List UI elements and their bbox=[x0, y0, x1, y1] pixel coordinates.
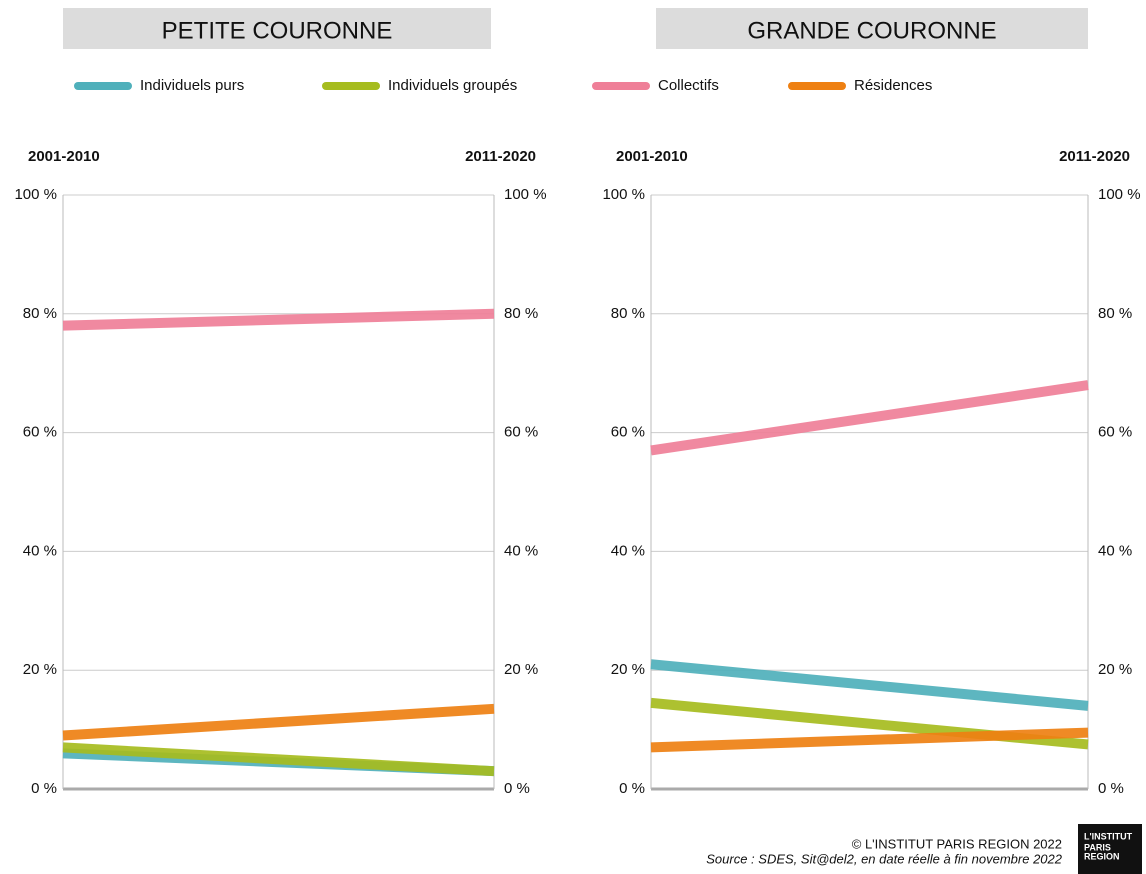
series-line bbox=[62, 703, 495, 741]
y-tick-label: 0 % bbox=[31, 780, 57, 797]
y-tick-label: 100 % bbox=[602, 186, 645, 203]
legend-label: Collectifs bbox=[658, 77, 719, 94]
logo bbox=[1078, 824, 1142, 874]
chart-title: GRANDE COURONNE bbox=[747, 17, 996, 44]
y-tick-label: 0 % bbox=[619, 780, 645, 797]
y-tick-label: 80 % bbox=[611, 305, 645, 322]
legend-label: Résidences bbox=[854, 77, 932, 94]
y-tick-label: 20 % bbox=[23, 661, 57, 678]
series-line bbox=[62, 308, 495, 331]
y2-tick-label: 80 % bbox=[1098, 305, 1132, 322]
y2-tick-label: 100 % bbox=[1098, 186, 1141, 203]
y2-tick-label: 60 % bbox=[1098, 424, 1132, 441]
y2-tick-label: 80 % bbox=[504, 305, 538, 322]
y-tick-label: 100 % bbox=[14, 186, 57, 203]
y-tick-label: 20 % bbox=[611, 661, 645, 678]
copyright: © L'INSTITUT PARIS REGION 2022 bbox=[852, 836, 1062, 851]
source: Source : SDES, Sit@del2, en date réelle … bbox=[706, 851, 1063, 866]
y2-tick-label: 40 % bbox=[504, 542, 538, 559]
category-label: 2001-2010 bbox=[616, 148, 688, 165]
legend-label: Individuels groupés bbox=[388, 77, 517, 94]
series-line bbox=[650, 727, 1089, 753]
category-label: 2011-2020 bbox=[465, 148, 536, 165]
legend-label: Individuels purs bbox=[140, 77, 244, 94]
logo-text: PARIS bbox=[1084, 842, 1111, 852]
logo-text: REGION bbox=[1084, 851, 1120, 861]
series-line bbox=[650, 380, 1089, 456]
category-label: 2011-2020 bbox=[1059, 148, 1130, 165]
y2-tick-label: 0 % bbox=[1098, 780, 1124, 797]
logo-text: L'INSTITUT bbox=[1084, 831, 1133, 841]
y2-tick-label: 20 % bbox=[1098, 661, 1132, 678]
series-line bbox=[62, 742, 495, 777]
y2-tick-label: 60 % bbox=[504, 424, 538, 441]
y-tick-label: 60 % bbox=[611, 424, 645, 441]
y2-tick-label: 0 % bbox=[504, 780, 530, 797]
y2-tick-label: 40 % bbox=[1098, 542, 1132, 559]
y2-tick-label: 20 % bbox=[504, 661, 538, 678]
y-tick-label: 40 % bbox=[611, 542, 645, 559]
y-tick-label: 80 % bbox=[23, 305, 57, 322]
chart-title: PETITE COURONNE bbox=[162, 17, 393, 44]
title-box bbox=[63, 8, 491, 49]
y-tick-label: 60 % bbox=[23, 424, 57, 441]
title-box bbox=[656, 8, 1088, 49]
y-tick-label: 40 % bbox=[23, 542, 57, 559]
category-label: 2001-2010 bbox=[28, 148, 100, 165]
y2-tick-label: 100 % bbox=[504, 186, 547, 203]
series-line bbox=[650, 659, 1089, 711]
